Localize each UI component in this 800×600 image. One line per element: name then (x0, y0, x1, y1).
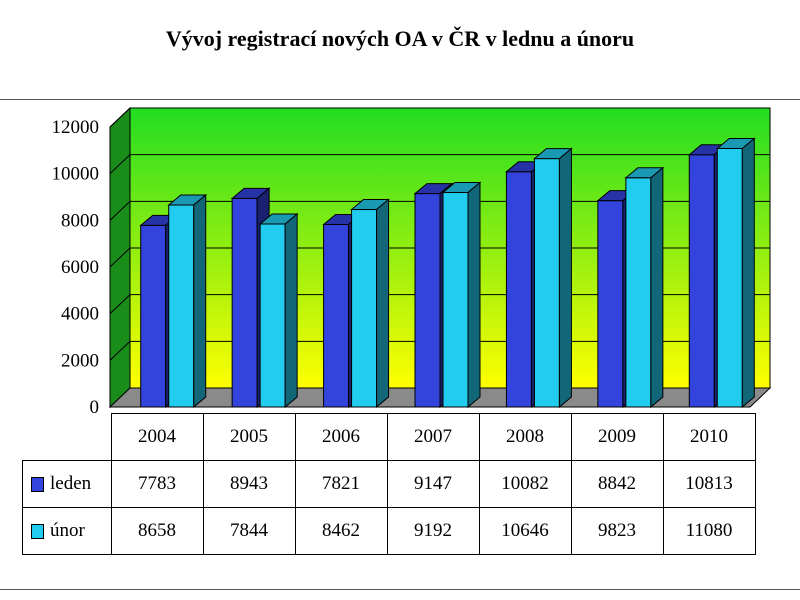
x-tick-label: 2009 (570, 413, 664, 461)
bar-side (376, 198, 390, 409)
legend-swatch (31, 524, 44, 540)
bar-front (414, 193, 441, 408)
x-tick-label: 2004 (110, 413, 204, 461)
x-tick-label: 2006 (294, 413, 388, 461)
data-label: 10082 (478, 460, 572, 508)
data-label: 7821 (294, 460, 388, 508)
legend-label: únor (50, 520, 85, 541)
x-tick-label: 2007 (386, 413, 480, 461)
data-label: 9147 (386, 460, 480, 508)
x-tick-label: 2010 (662, 413, 756, 461)
data-table: 2004 2005 2006 2007 2008 2009 2010 leden 7783 894… (22, 413, 756, 555)
bar-front (625, 177, 652, 408)
y-tick-label: 10000 (52, 164, 100, 185)
data-label: 11080 (662, 507, 756, 555)
legend-swatch (31, 477, 44, 493)
bar-front (231, 197, 258, 408)
bottom-divider (0, 589, 800, 590)
bar-side (650, 166, 664, 409)
legend-entry: únor (22, 507, 112, 555)
data-label: 9192 (386, 507, 480, 555)
y-tick-label: 0 (90, 397, 100, 418)
bar-side (741, 137, 755, 409)
data-label: 8842 (570, 460, 664, 508)
bar-side (558, 147, 572, 409)
data-label: 10813 (662, 460, 756, 508)
y-tick-label: 6000 (61, 257, 99, 278)
top-divider (0, 99, 800, 100)
bar-front (716, 147, 743, 408)
bar-front (597, 200, 624, 408)
bar-front (323, 224, 350, 408)
table-row: únor 8658 7844 8462 9192 10646 9823 11080 (22, 507, 756, 555)
y-tick-label: 8000 (61, 210, 99, 231)
bar-side (193, 193, 207, 409)
bar-front (140, 224, 167, 408)
table-row: leden 7783 8943 7821 9147 10082 8842 10813 (22, 460, 756, 508)
x-tick-label: 2008 (478, 413, 572, 461)
data-label: 8462 (294, 507, 388, 555)
bar-front (351, 209, 378, 408)
y-tick-label: 2000 (61, 350, 99, 371)
data-label: 7844 (202, 507, 296, 555)
table-corner (22, 413, 112, 461)
bar-front (168, 204, 195, 408)
chart-title: Vývoj registrací nových OA v ČR v lednu … (165, 26, 635, 51)
y-tick-label: 4000 (61, 304, 99, 325)
data-label: 8658 (110, 507, 204, 555)
bar-front (688, 154, 715, 408)
bar-front (259, 223, 286, 408)
legend-label: leden (50, 473, 92, 494)
legend-entry: leden (22, 460, 112, 508)
bar-side (284, 212, 298, 409)
y-gridline (109, 107, 770, 128)
data-label: 8943 (202, 460, 296, 508)
data-label: 7783 (110, 460, 204, 508)
bar-front (442, 192, 469, 408)
bar-front (533, 158, 560, 408)
data-label: 9823 (570, 507, 664, 555)
x-tick-label: 2005 (202, 413, 296, 461)
bar-side (467, 181, 481, 409)
data-label: 10646 (478, 507, 572, 555)
bar-front (505, 171, 532, 408)
y-tick-label: 12000 (52, 117, 100, 138)
